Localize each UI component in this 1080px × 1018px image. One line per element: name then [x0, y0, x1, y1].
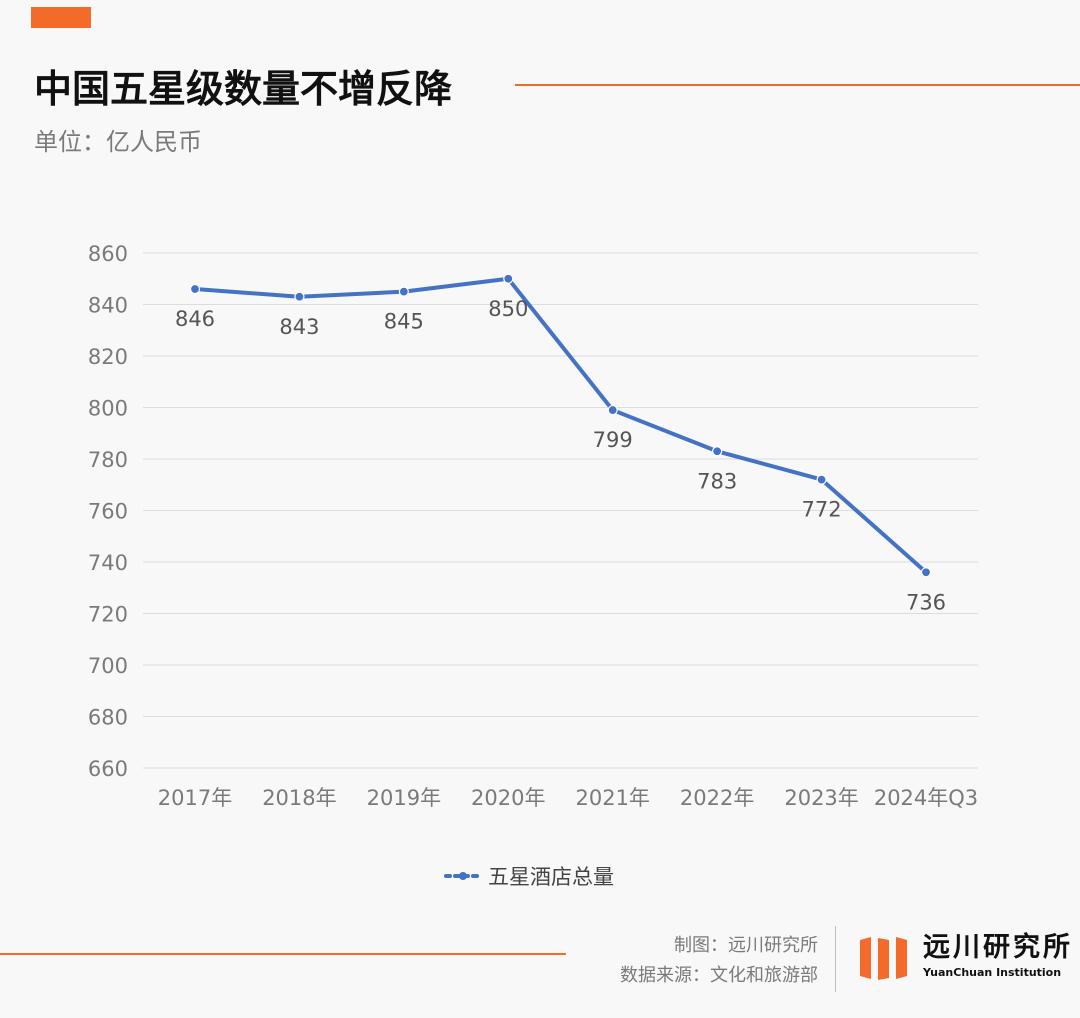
y-tick-label: 840: [88, 294, 128, 318]
data-label: 783: [697, 469, 737, 493]
y-tick-label: 700: [88, 654, 128, 678]
data-label: 772: [802, 498, 842, 522]
logo-name-en: YuanChuan Institution: [923, 966, 1062, 979]
top-accent-bar: [31, 7, 91, 28]
footer-divider: [835, 926, 836, 992]
y-tick-label: 720: [88, 603, 128, 627]
x-tick-label: 2020年: [471, 786, 545, 810]
data-label: 799: [593, 428, 633, 452]
x-axis-ticks: 2017年 2018年 2019年 2020年 2021年 2022年 2023年 2024年…: [158, 786, 978, 810]
y-tick-label: 760: [88, 500, 128, 524]
data-label: 845: [384, 310, 424, 334]
data-labels: 846 843 845 850 799 783 772 736: [175, 297, 946, 615]
x-tick-label: 2023年: [784, 786, 858, 810]
x-tick-label: 2018年: [262, 786, 336, 810]
data-point: [503, 273, 514, 284]
logo-name-cn: 远川研究所: [923, 932, 1073, 963]
data-point: [712, 446, 723, 457]
footer-rule: [0, 953, 566, 955]
page-title: 中国五星级数量不增反降: [34, 67, 453, 111]
x-tick-label: 2024年Q3: [874, 786, 978, 810]
x-tick-label: 2017年: [158, 786, 232, 810]
title-rule: [515, 84, 1080, 86]
x-tick-label: 2019年: [367, 786, 441, 810]
unit-subtitle: 单位：亿人民币: [34, 128, 202, 156]
y-tick-label: 680: [88, 706, 128, 730]
legend-label: 五星酒店总量: [488, 865, 614, 889]
series-line-layer: [189, 273, 932, 578]
data-point: [920, 567, 932, 578]
y-tick-label: 820: [88, 345, 128, 369]
yuanchuan-logo-icon: [860, 937, 907, 980]
chart-credit: 制图：远川研究所: [674, 935, 818, 956]
data-point: [607, 404, 618, 416]
gridlines: [143, 252, 978, 769]
y-tick-label: 660: [88, 757, 128, 781]
data-source: 数据来源：文化和旅游部: [620, 965, 818, 986]
y-tick-label: 780: [88, 448, 128, 472]
data-point: [294, 291, 305, 302]
chart-legend: 五星酒店总量: [444, 861, 614, 891]
x-tick-label: 2021年: [575, 786, 649, 810]
x-tick-label: 2022年: [680, 786, 754, 810]
y-axis-ticks: 660 680 700 720 740 760 780 800 820 840 860: [88, 242, 128, 781]
data-point: [398, 286, 409, 297]
legend-swatch: [444, 872, 482, 880]
data-label: 850: [488, 297, 528, 321]
y-tick-label: 860: [88, 242, 128, 266]
data-label: 843: [279, 315, 319, 339]
data-point: [189, 283, 201, 295]
series-line: [193, 276, 928, 575]
data-label: 846: [175, 307, 215, 331]
data-label: 736: [906, 590, 946, 614]
y-tick-label: 740: [88, 551, 128, 575]
data-point: [816, 474, 827, 485]
y-tick-label: 800: [88, 397, 128, 421]
